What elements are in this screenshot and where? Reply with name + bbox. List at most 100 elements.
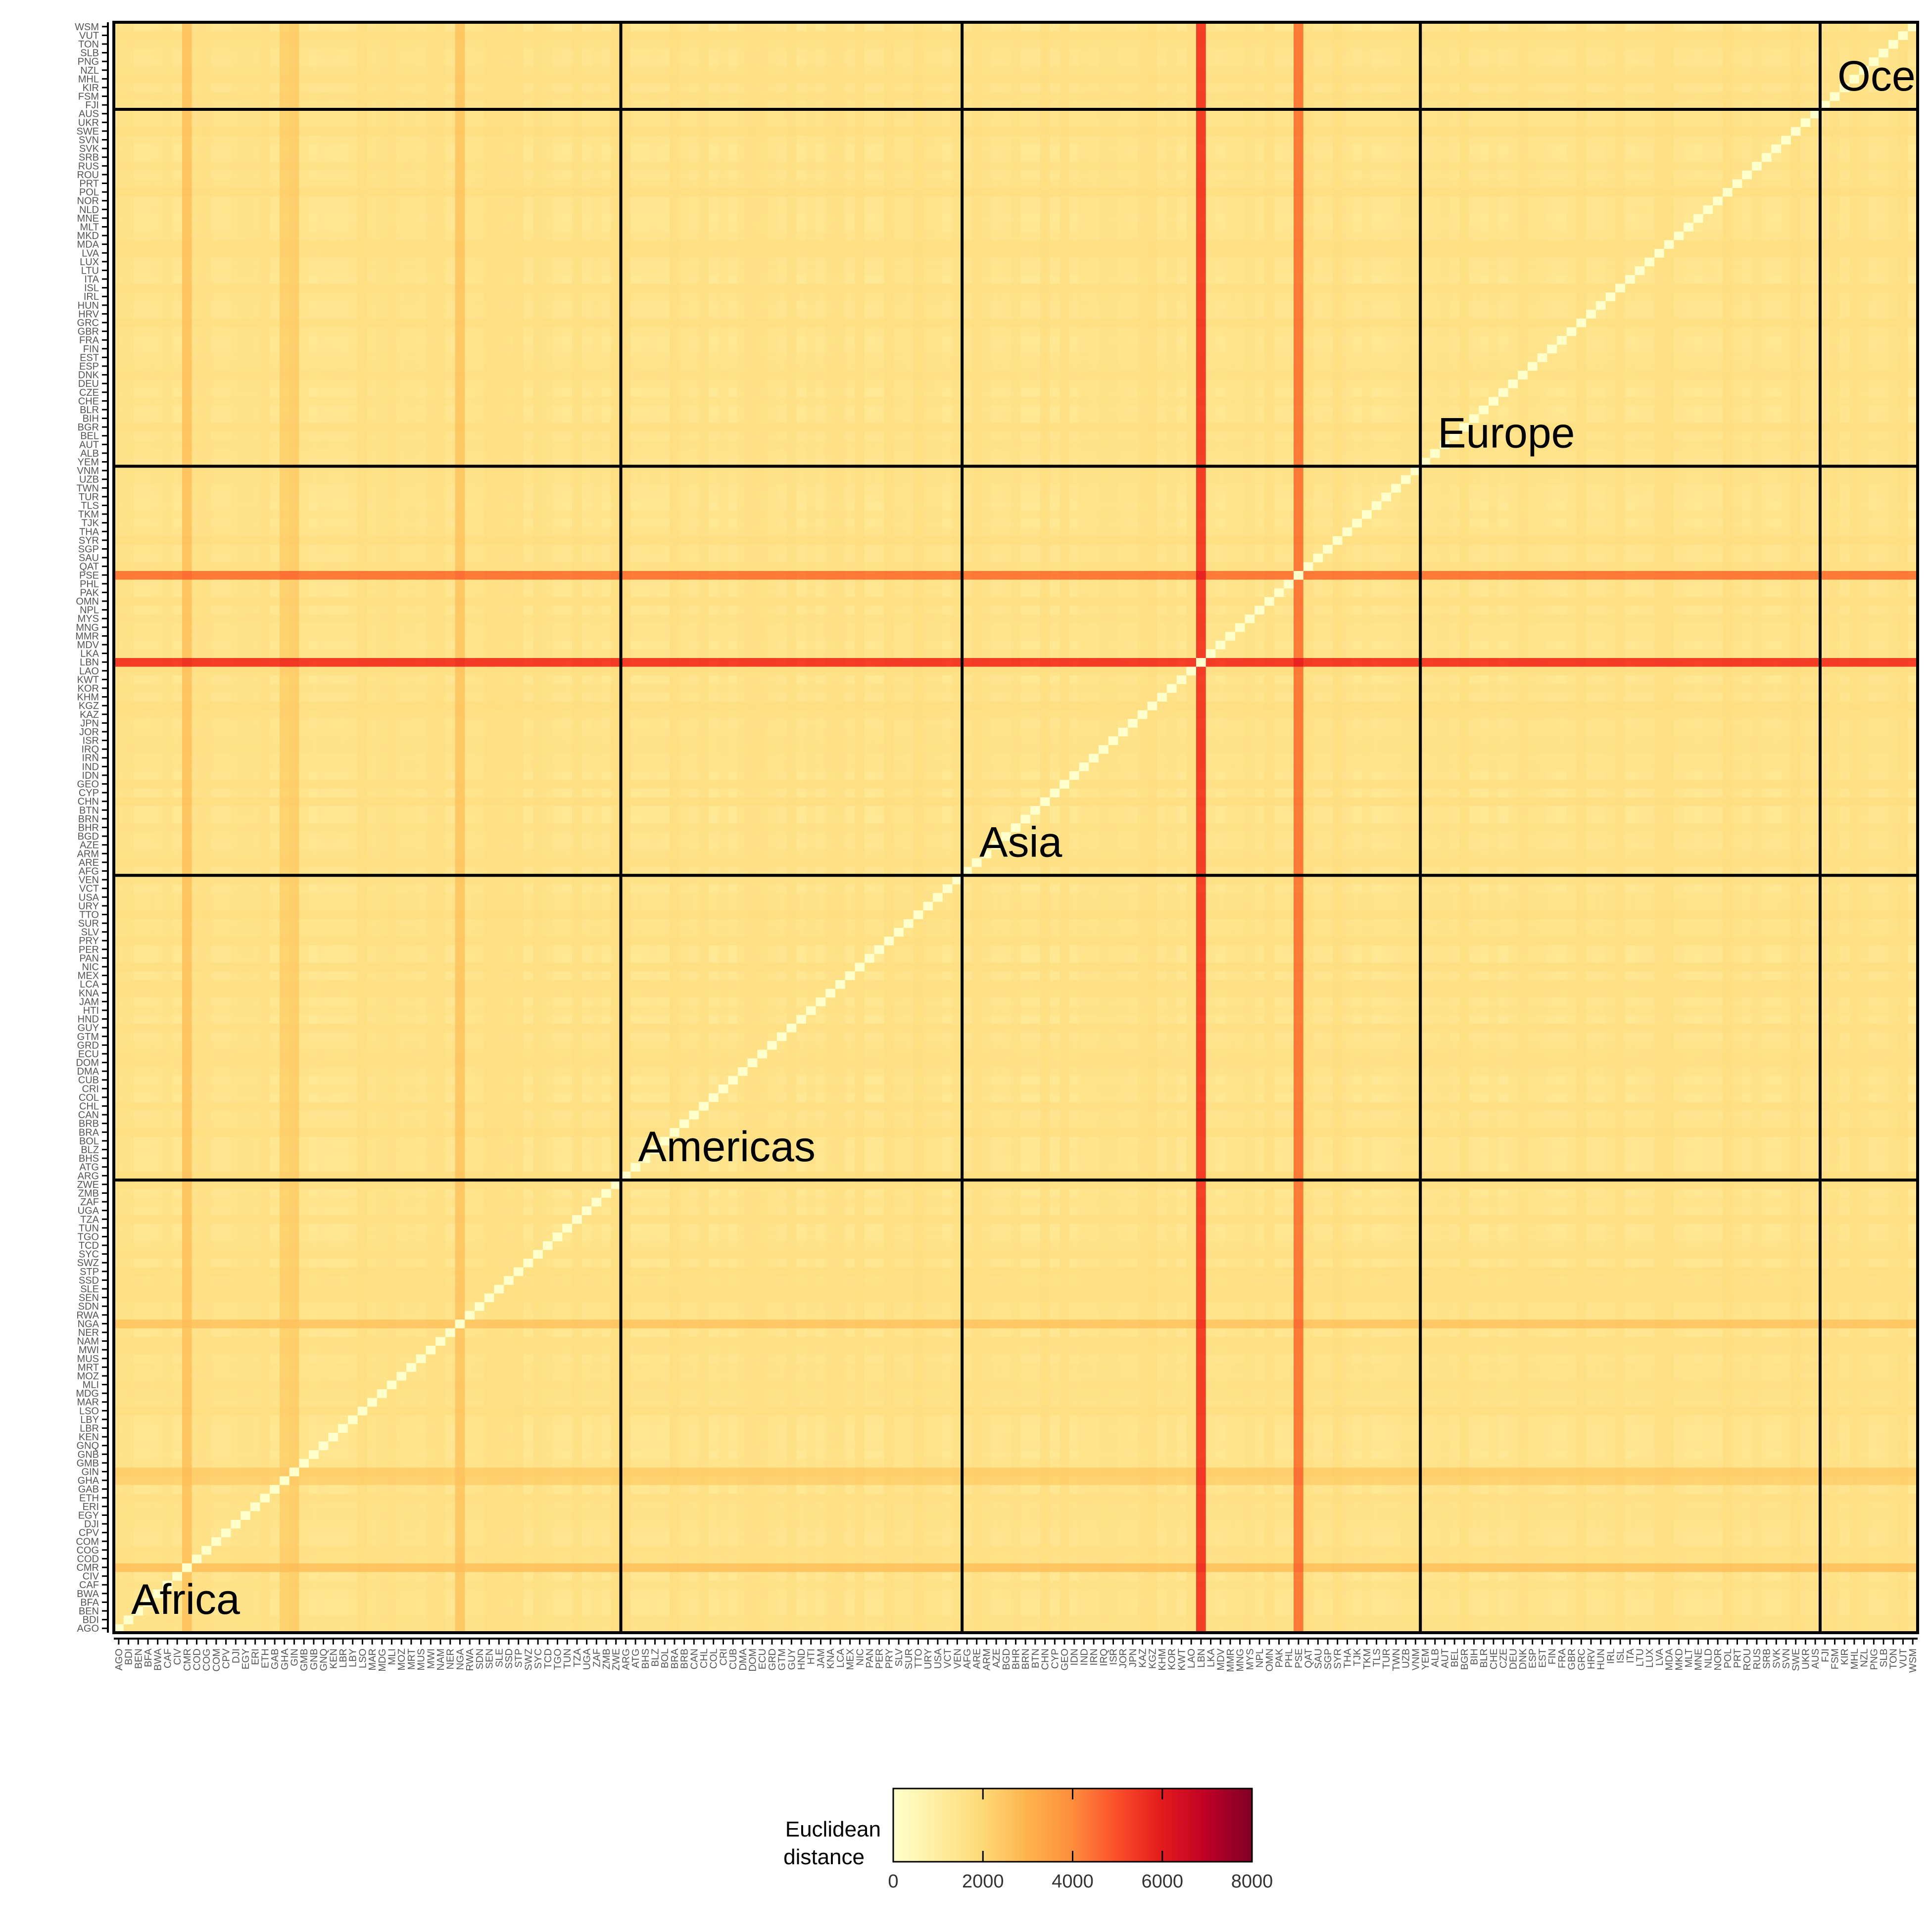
heatmap-cell bbox=[933, 1580, 943, 1590]
heatmap-cell bbox=[1693, 1606, 1704, 1616]
heatmap-cell bbox=[1859, 1546, 1870, 1555]
heatmap-cell bbox=[250, 1441, 261, 1451]
heatmap-cell bbox=[1157, 1476, 1167, 1485]
heatmap-cell bbox=[1869, 1459, 1879, 1468]
heatmap-cell bbox=[1098, 1432, 1109, 1442]
heatmap-cell bbox=[1722, 1502, 1733, 1511]
heatmap-cell bbox=[1615, 1510, 1626, 1520]
heatmap-cell bbox=[1761, 1432, 1772, 1442]
heatmap-cell bbox=[318, 1589, 329, 1599]
heatmap-cell bbox=[913, 1502, 923, 1511]
heatmap-cell bbox=[533, 1450, 543, 1459]
heatmap-cell bbox=[1284, 1589, 1294, 1599]
heatmap-cell bbox=[367, 1510, 378, 1520]
heatmap-cell bbox=[1790, 1510, 1801, 1520]
heatmap-cell bbox=[260, 1615, 270, 1624]
heatmap-cell bbox=[591, 1502, 602, 1511]
heatmap-cell bbox=[347, 1598, 358, 1607]
heatmap-cell bbox=[123, 1441, 134, 1451]
heatmap-cell bbox=[386, 1502, 397, 1511]
heatmap-cell bbox=[942, 1406, 953, 1415]
heatmap-cell bbox=[835, 1397, 846, 1407]
heatmap-cell bbox=[1713, 1519, 1723, 1529]
heatmap-cell bbox=[1742, 1510, 1752, 1520]
heatmap-cell bbox=[718, 1571, 728, 1581]
heatmap-cell bbox=[542, 1528, 553, 1538]
heatmap-cell bbox=[942, 1554, 953, 1563]
heatmap-cell bbox=[874, 1598, 885, 1607]
heatmap-cell bbox=[1839, 1598, 1850, 1607]
heatmap-cell bbox=[1489, 1502, 1499, 1511]
heatmap-cell bbox=[455, 1476, 465, 1485]
heatmap-cell bbox=[172, 1624, 183, 1633]
heatmap-cell bbox=[123, 1537, 134, 1546]
heatmap-cell bbox=[1020, 1415, 1031, 1424]
heatmap-cell bbox=[1898, 1615, 1908, 1624]
heatmap-cell bbox=[221, 1606, 232, 1616]
heatmap-cell bbox=[1225, 1502, 1236, 1511]
heatmap-cell bbox=[1254, 1537, 1265, 1546]
heatmap-cell bbox=[542, 1537, 553, 1546]
heatmap-cell bbox=[455, 1546, 465, 1555]
heatmap-cell bbox=[845, 1441, 855, 1451]
heatmap-cell bbox=[211, 1598, 222, 1607]
heatmap-cell bbox=[484, 1441, 494, 1451]
heatmap-cell bbox=[1898, 1450, 1908, 1459]
heatmap-cell bbox=[1274, 1510, 1284, 1520]
heatmap-cell bbox=[1400, 1537, 1411, 1546]
heatmap-cell bbox=[1830, 1606, 1840, 1616]
heatmap-cell bbox=[221, 1624, 232, 1633]
heatmap-cell bbox=[1030, 1502, 1041, 1511]
heatmap-cell bbox=[971, 1580, 982, 1590]
heatmap-cell bbox=[728, 1571, 738, 1581]
heatmap-cell bbox=[1527, 1450, 1538, 1459]
heatmap-cell bbox=[318, 1519, 329, 1529]
heatmap-cell bbox=[591, 1467, 602, 1476]
heatmap-cell bbox=[338, 1598, 348, 1607]
heatmap-cell bbox=[513, 1423, 524, 1433]
heatmap-cell bbox=[1810, 1459, 1821, 1468]
heatmap-cell bbox=[1713, 1415, 1723, 1424]
heatmap-cell bbox=[1011, 1510, 1021, 1520]
heatmap-cell bbox=[689, 1423, 699, 1433]
heatmap-cell bbox=[416, 1546, 427, 1555]
heatmap-cell bbox=[1303, 1476, 1314, 1485]
heatmap-cell bbox=[1459, 1493, 1470, 1503]
heatmap-cell bbox=[1693, 1537, 1704, 1546]
heatmap-cell bbox=[601, 1476, 612, 1485]
heatmap-cell bbox=[367, 1467, 378, 1476]
heatmap-cell bbox=[1098, 1624, 1109, 1633]
heatmap-cell bbox=[172, 1606, 183, 1616]
heatmap-cell bbox=[1400, 1441, 1411, 1451]
heatmap-cell bbox=[1722, 1406, 1733, 1415]
heatmap-cell bbox=[1830, 1459, 1840, 1468]
heatmap-cell bbox=[386, 1441, 397, 1451]
heatmap-cell bbox=[1303, 1598, 1314, 1607]
heatmap-cell bbox=[182, 1598, 193, 1607]
heatmap-cell bbox=[1381, 1598, 1392, 1607]
heatmap-cell bbox=[1079, 1493, 1089, 1503]
heatmap-cell bbox=[903, 1589, 914, 1599]
heatmap-cell bbox=[406, 1615, 417, 1624]
heatmap-cell bbox=[1489, 1441, 1499, 1451]
heatmap-cell bbox=[1810, 1484, 1821, 1494]
heatmap-cell bbox=[767, 1528, 777, 1538]
heatmap-cell bbox=[1664, 1624, 1675, 1633]
heatmap-cell bbox=[1079, 1554, 1089, 1563]
heatmap-cell bbox=[1839, 1467, 1850, 1476]
heatmap-cell bbox=[767, 1510, 777, 1520]
heatmap-cell bbox=[152, 1598, 163, 1607]
heatmap-cell bbox=[1011, 1589, 1021, 1599]
heatmap-cell bbox=[786, 1580, 797, 1590]
heatmap-cell bbox=[1742, 1450, 1752, 1459]
heatmap-cell bbox=[1752, 1441, 1762, 1451]
heatmap-cell bbox=[1303, 1554, 1314, 1563]
heatmap-cell bbox=[1430, 1537, 1441, 1546]
heatmap-cell bbox=[1839, 1580, 1850, 1590]
heatmap-cell bbox=[1400, 1423, 1411, 1433]
heatmap-cell bbox=[903, 1502, 914, 1511]
heatmap-cell bbox=[1566, 1598, 1577, 1607]
heatmap-cell bbox=[718, 1563, 728, 1572]
heatmap-cell bbox=[1420, 1459, 1431, 1468]
heatmap-cell bbox=[338, 1537, 348, 1546]
